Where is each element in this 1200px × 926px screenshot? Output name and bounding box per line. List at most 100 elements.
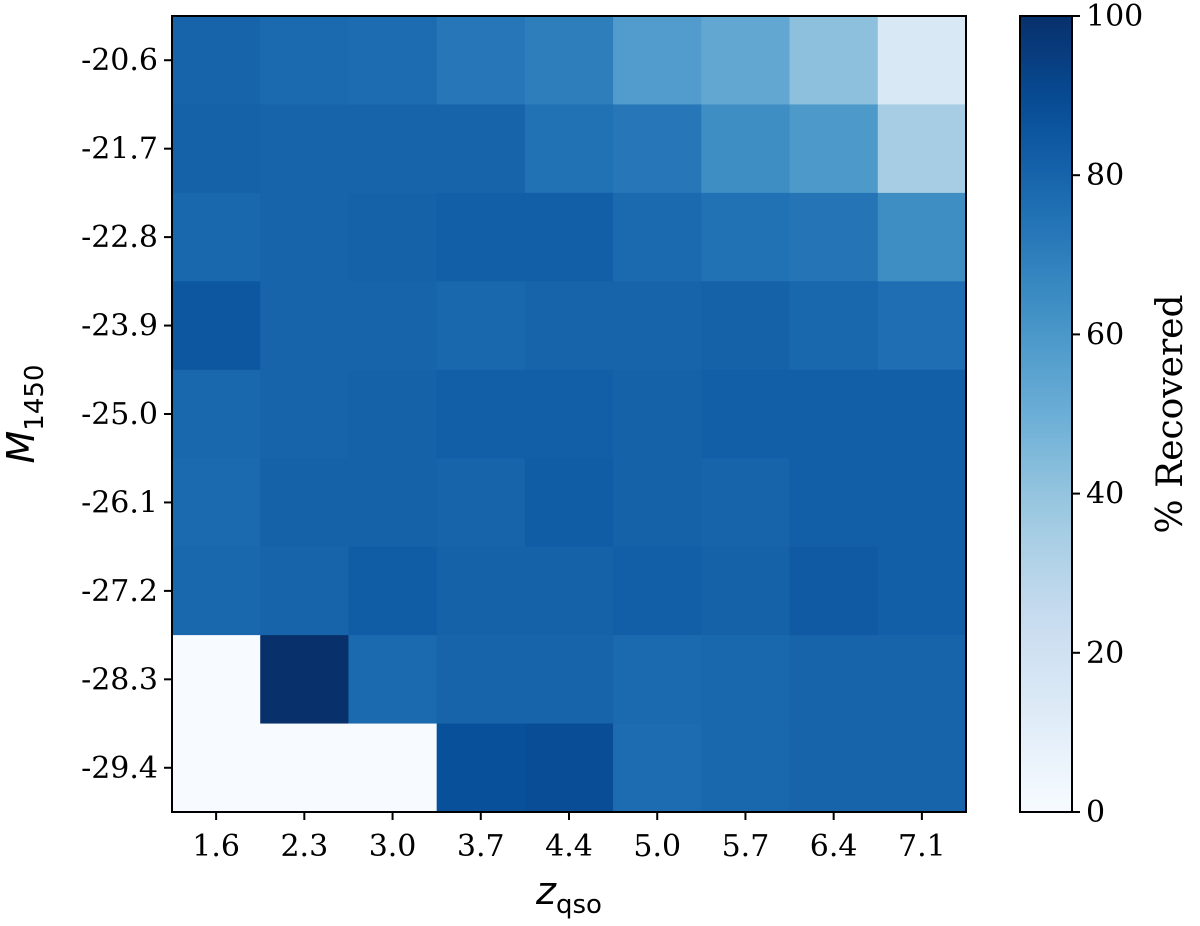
colorbar-tick-label: 80 bbox=[1086, 158, 1124, 193]
heatmap-cell bbox=[436, 16, 526, 106]
heatmap-cell bbox=[613, 192, 702, 282]
heatmap-cell bbox=[348, 458, 438, 548]
heatmap-cell bbox=[172, 192, 261, 282]
heatmap-cell bbox=[436, 546, 526, 636]
x-axis-ticks: 1.6 2.3 3.0 3.7 4.4 5.0 5.7 6.4 7.1 bbox=[192, 812, 946, 864]
x-tick-label: 6.4 bbox=[810, 829, 858, 864]
colorbar-tick-label: 0 bbox=[1086, 795, 1105, 830]
heatmap-cell bbox=[172, 458, 261, 548]
heatmap-cell bbox=[524, 281, 614, 371]
heatmap-cell bbox=[789, 16, 879, 106]
heatmap-cell bbox=[877, 546, 967, 636]
heatmap-cells bbox=[172, 16, 967, 813]
heatmap-cell bbox=[524, 192, 614, 282]
heatmap-cell bbox=[260, 369, 350, 459]
heatmap-cell bbox=[172, 104, 261, 194]
x-tick-label: 1.6 bbox=[192, 829, 240, 864]
heatmap-cell bbox=[436, 104, 526, 194]
heatmap-cell bbox=[789, 723, 879, 813]
heatmap-cell bbox=[436, 192, 526, 282]
heatmap-cell bbox=[172, 635, 261, 725]
heatmap-cell bbox=[789, 192, 879, 282]
x-tick-label: 7.1 bbox=[898, 829, 946, 864]
x-tick-label: 5.0 bbox=[633, 829, 681, 864]
heatmap-cell bbox=[348, 104, 438, 194]
heatmap-cell bbox=[524, 104, 614, 194]
heatmap-cell bbox=[260, 104, 350, 194]
heatmap-cell bbox=[701, 192, 791, 282]
heatmap-cell bbox=[348, 635, 438, 725]
y-tick-label: -29.4 bbox=[81, 751, 158, 786]
heatmap-cell bbox=[260, 546, 350, 636]
heatmap-cell bbox=[613, 369, 702, 459]
heatmap-cell bbox=[524, 723, 614, 813]
colorbar-label: % Recovered bbox=[1150, 294, 1191, 533]
colorbar-tick-label: 100 bbox=[1086, 0, 1143, 34]
heatmap-cell bbox=[877, 104, 967, 194]
colorbar bbox=[1019, 15, 1073, 813]
heatmap-cell bbox=[172, 369, 261, 459]
y-axis-label-sub: 1450 bbox=[20, 365, 50, 431]
heatmap-cell bbox=[877, 369, 967, 459]
heatmap-cell bbox=[789, 104, 879, 194]
heatmap-cell bbox=[701, 546, 791, 636]
heatmap-cell bbox=[436, 723, 526, 813]
heatmap-cell bbox=[348, 369, 438, 459]
heatmap-cell bbox=[701, 281, 791, 371]
heatmap-cell bbox=[877, 16, 967, 106]
y-tick-label: -25.0 bbox=[81, 397, 158, 432]
heatmap-cell bbox=[524, 369, 614, 459]
heatmap-cell bbox=[260, 281, 350, 371]
heatmap-cell bbox=[701, 635, 791, 725]
heatmap-cell bbox=[789, 281, 879, 371]
heatmap-cell bbox=[877, 458, 967, 548]
x-tick-label: 2.3 bbox=[280, 829, 328, 864]
heatmap-cell bbox=[172, 16, 261, 106]
heatmap-cell bbox=[789, 369, 879, 459]
x-axis-label-base: z bbox=[535, 869, 557, 913]
heatmap-cell bbox=[436, 281, 526, 371]
y-tick-label: -21.7 bbox=[81, 132, 158, 167]
heatmap-cell bbox=[524, 635, 614, 725]
x-axis-label-sub: qso bbox=[556, 890, 602, 920]
heatmap-cell bbox=[260, 16, 350, 106]
colorbar-tick-label: 40 bbox=[1086, 477, 1124, 512]
heatmap-cell bbox=[260, 635, 350, 725]
heatmap-cell bbox=[348, 546, 438, 636]
y-axis-ticks: -20.6 -21.7 -22.8 -23.9 -25.0 -26.1 -27.2 -28.3… bbox=[81, 43, 172, 786]
heatmap-cell bbox=[789, 546, 879, 636]
heatmap-cell bbox=[172, 546, 261, 636]
y-tick-label: -28.3 bbox=[81, 662, 158, 697]
heatmap-cell bbox=[701, 723, 791, 813]
heatmap-cell bbox=[524, 458, 614, 548]
heatmap-cell bbox=[436, 458, 526, 548]
heatmap-cell bbox=[701, 369, 791, 459]
heatmap-cell bbox=[789, 635, 879, 725]
y-axis-label-base: M bbox=[0, 431, 43, 464]
heatmap-cell bbox=[260, 192, 350, 282]
colorbar-tick-label: 60 bbox=[1086, 317, 1124, 352]
heatmap-cell bbox=[877, 635, 967, 725]
heatmap-cell bbox=[613, 104, 702, 194]
heatmap-cell bbox=[436, 369, 526, 459]
heatmap-cell bbox=[436, 635, 526, 725]
heatmap-cell bbox=[613, 546, 702, 636]
heatmap-cell bbox=[613, 723, 702, 813]
y-tick-label: -22.8 bbox=[81, 220, 158, 255]
heatmap-cell bbox=[348, 16, 438, 106]
y-tick-label: -20.6 bbox=[81, 43, 158, 78]
heatmap-cell bbox=[613, 16, 702, 106]
heatmap-cell bbox=[789, 458, 879, 548]
heatmap-cell bbox=[172, 723, 261, 813]
x-axis-label: zqso bbox=[535, 869, 602, 920]
x-tick-label: 4.4 bbox=[545, 829, 593, 864]
y-tick-label: -23.9 bbox=[81, 309, 158, 344]
heatmap-cell bbox=[260, 723, 350, 813]
heatmap-cell bbox=[701, 16, 791, 106]
colorbar-ticks: 0 20 40 60 80 100 bbox=[1072, 0, 1143, 830]
heatmap-cell bbox=[877, 723, 967, 813]
heatmap-cell bbox=[613, 281, 702, 371]
heatmap-cell bbox=[524, 16, 614, 106]
x-tick-label: 3.7 bbox=[457, 829, 505, 864]
